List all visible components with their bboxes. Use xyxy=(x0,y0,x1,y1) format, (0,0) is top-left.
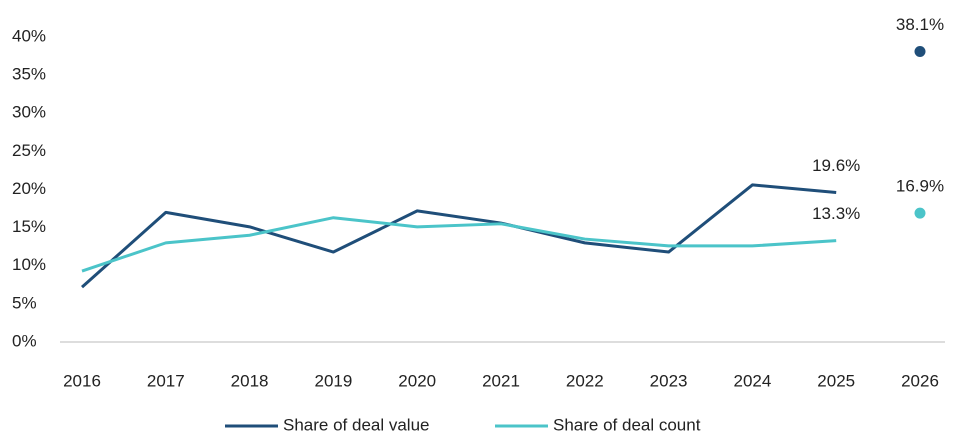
x-tick-label: 2026 xyxy=(901,371,939,390)
data-label: 38.1% xyxy=(896,15,944,34)
y-tick-label: 40% xyxy=(12,26,46,45)
x-tick-label: 2025 xyxy=(817,371,855,390)
y-tick-label: 25% xyxy=(12,141,46,160)
y-tick-label: 5% xyxy=(12,293,37,312)
x-tick-label: 2018 xyxy=(231,371,269,390)
x-tick-label: 2022 xyxy=(566,371,604,390)
x-tick-label: 2021 xyxy=(482,371,520,390)
legend-label: Share of deal value xyxy=(283,415,430,434)
x-tick-label: 2023 xyxy=(650,371,688,390)
projected-point xyxy=(914,207,926,219)
data-label: 19.6% xyxy=(812,156,860,175)
series-line xyxy=(81,216,837,273)
x-tick-label: 2019 xyxy=(314,371,352,390)
data-label: 16.9% xyxy=(896,177,944,196)
legend-label: Share of deal count xyxy=(553,415,701,434)
data-label: 13.3% xyxy=(812,204,860,223)
x-tick-label: 2016 xyxy=(63,371,101,390)
y-tick-label: 10% xyxy=(12,255,46,274)
series-line xyxy=(81,183,837,289)
y-tick-label: 35% xyxy=(12,65,46,84)
y-tick-label: 30% xyxy=(12,103,46,122)
y-tick-label: 15% xyxy=(12,217,46,236)
projected-point xyxy=(914,45,926,57)
y-tick-label: 20% xyxy=(12,179,46,198)
x-tick-label: 2020 xyxy=(398,371,436,390)
y-tick-label: 0% xyxy=(12,331,37,350)
x-tick-label: 2024 xyxy=(733,371,771,390)
x-tick-label: 2017 xyxy=(147,371,185,390)
